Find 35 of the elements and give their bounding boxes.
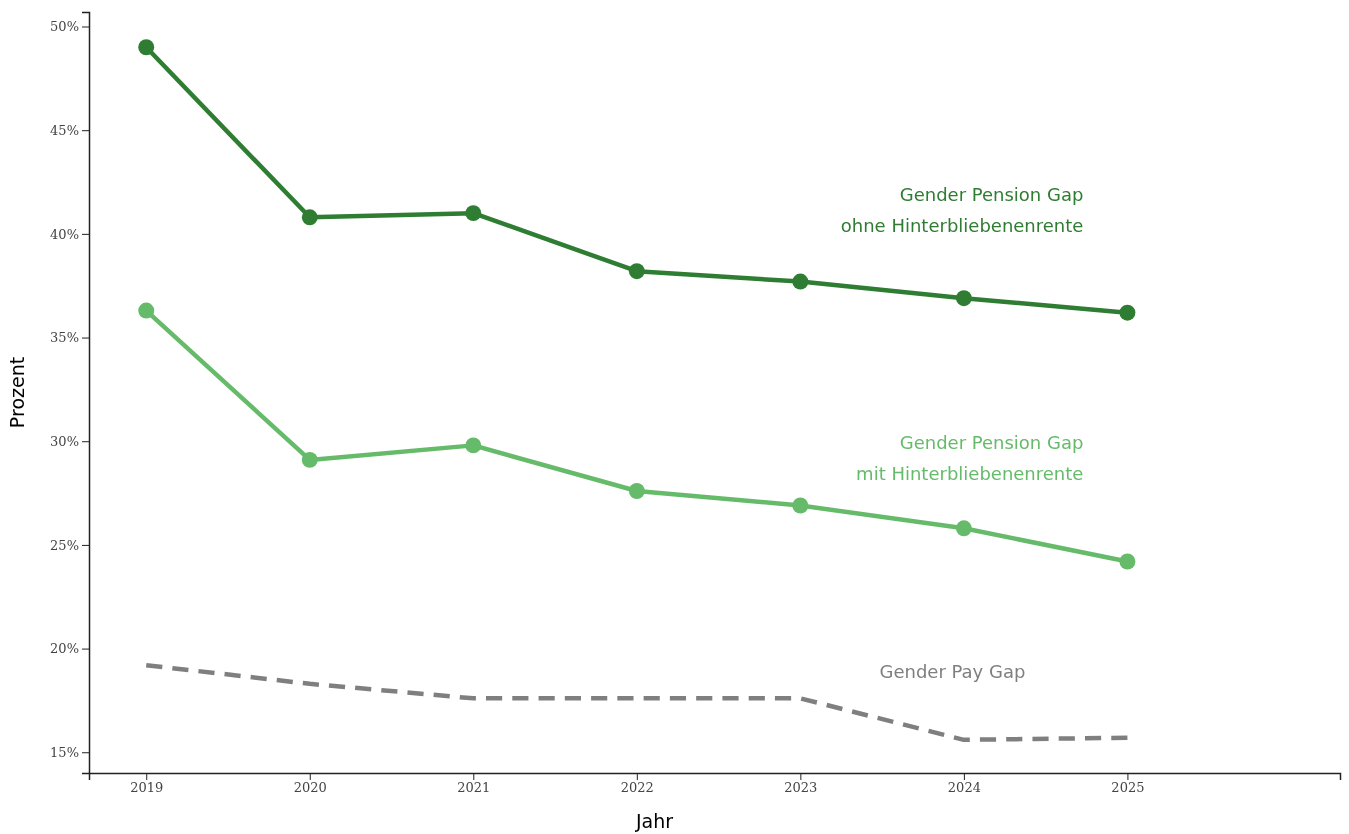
text: Gender Pension Gap ohne Hinterbliebenenrente bbox=[840, 183, 1084, 236]
x-tick-label: 2025 bbox=[1111, 780, 1145, 796]
point bbox=[628, 263, 645, 280]
y-tick-label: 50% bbox=[50, 19, 79, 35]
y-tick-label: 45% bbox=[50, 122, 79, 138]
point bbox=[465, 437, 482, 454]
series-label: Gender Pension Gap mit Hinterbliebenenrente bbox=[856, 432, 1084, 485]
y-tick-label: 15% bbox=[50, 744, 79, 760]
point bbox=[138, 302, 155, 319]
x-tick-label: 2024 bbox=[947, 780, 981, 796]
line-series bbox=[143, 662, 1130, 743]
y-tick-label: 30% bbox=[50, 433, 79, 449]
y-tick-label: 35% bbox=[50, 330, 79, 346]
point bbox=[465, 205, 482, 222]
point bbox=[301, 451, 318, 468]
series-label: Gender Pay Gap bbox=[879, 660, 1026, 682]
point bbox=[628, 483, 645, 499]
x-tick-label: 2022 bbox=[620, 780, 654, 796]
point bbox=[792, 273, 809, 290]
point bbox=[1119, 553, 1136, 570]
x-tick-label: 2020 bbox=[293, 780, 327, 796]
point bbox=[792, 497, 809, 514]
point bbox=[955, 290, 972, 307]
point bbox=[301, 209, 318, 226]
y-tick-label: 20% bbox=[50, 641, 79, 657]
point bbox=[955, 520, 972, 537]
point bbox=[1119, 304, 1136, 321]
y-tick-label: 25% bbox=[50, 537, 79, 553]
y-tick-label: 40% bbox=[50, 226, 79, 242]
x-tick-label: 2023 bbox=[784, 780, 818, 796]
x-tick-label: 2021 bbox=[457, 780, 491, 796]
x-tick-label: 2019 bbox=[130, 780, 164, 796]
x-axis-title: Jahr bbox=[634, 810, 674, 832]
point bbox=[138, 39, 155, 56]
y-axis-title: Prozent bbox=[6, 356, 28, 429]
